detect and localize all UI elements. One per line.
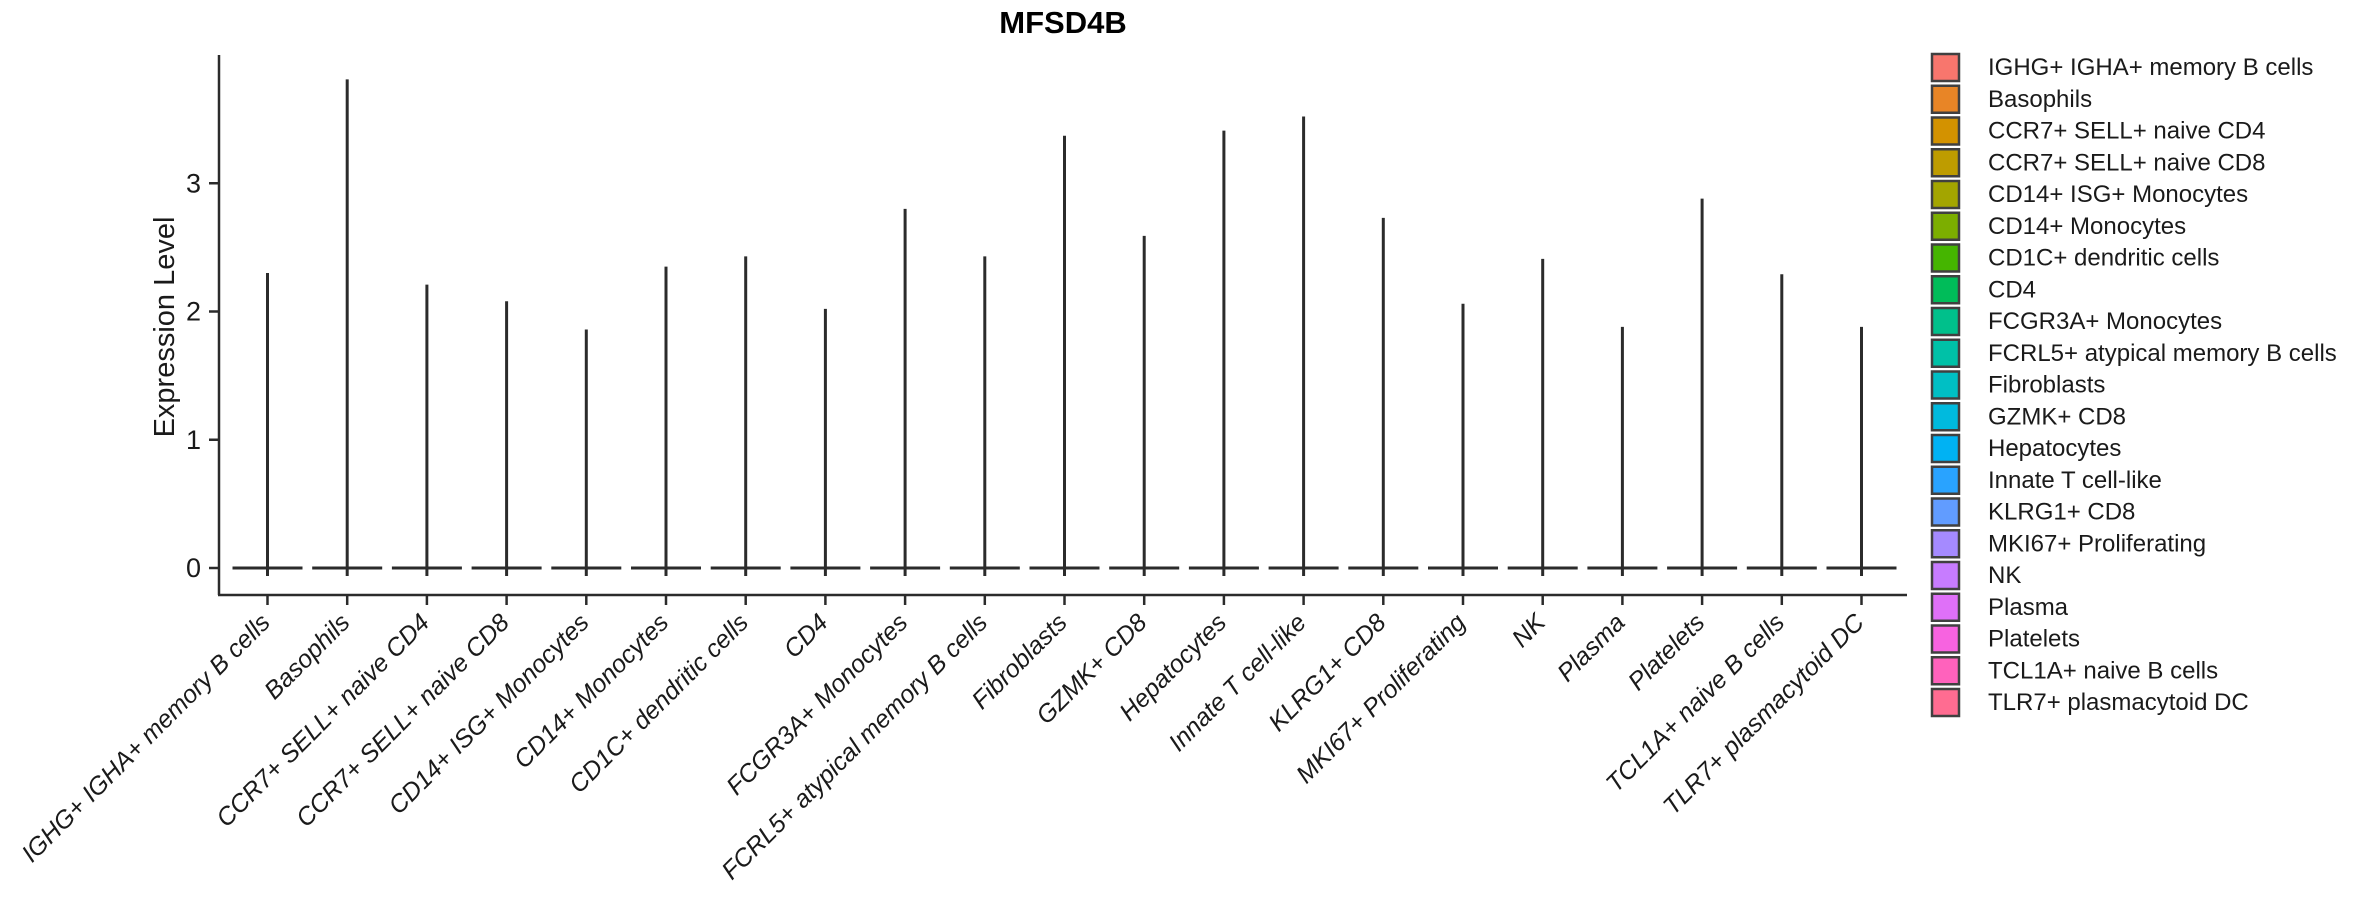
legend-swatch — [1930, 687, 1961, 718]
legend-swatch — [1930, 433, 1961, 464]
legend-swatch — [1930, 211, 1961, 241]
x-tick-label: CD4 — [778, 608, 833, 663]
legend-label: MKI67+ Proliferating — [1988, 530, 2206, 557]
legend-swatch — [1930, 243, 1961, 273]
legend-swatch — [1930, 592, 1961, 622]
violin-base — [1428, 566, 1498, 570]
legend-swatch — [1930, 148, 1961, 178]
y-tick-label: 1 — [186, 425, 201, 455]
violin-base — [1826, 566, 1897, 570]
legend-swatch — [1930, 465, 1961, 495]
legend-label: CD14+ Monocytes — [1988, 213, 2186, 240]
y-tick-label: 2 — [186, 297, 201, 327]
legend-label: FCRL5+ atypical memory B cells — [1988, 340, 2337, 367]
legend-swatch — [1930, 306, 1961, 337]
violin-base — [1188, 566, 1259, 570]
violin-base — [1029, 566, 1100, 570]
legend-swatch — [1930, 497, 1961, 527]
legend-swatch — [1930, 624, 1961, 654]
legend-label: IGHG+ IGHA+ memory B cells — [1988, 54, 2313, 81]
legend-label: CD1C+ dendritic cells — [1988, 245, 2219, 272]
violin-base — [1507, 566, 1578, 570]
chart-title: MFSD4B — [999, 5, 1127, 40]
legend-swatch — [1930, 84, 1961, 114]
violin-base — [1109, 566, 1180, 570]
violin-base — [471, 566, 542, 570]
legend-label: TLR7+ plasmacytoid DC — [1988, 689, 2249, 716]
violin-base — [870, 566, 941, 570]
violin-base — [710, 566, 781, 570]
legend-label: KLRG1+ CD8 — [1988, 499, 2135, 526]
legend-label: CCR7+ SELL+ naive CD8 — [1988, 149, 2265, 176]
violin-base — [312, 566, 383, 570]
y-tick-label: 3 — [186, 168, 201, 198]
violin-base — [1667, 566, 1738, 570]
violin-base — [1348, 566, 1419, 570]
y-axis-label: Expression Level — [149, 216, 181, 438]
legend-swatch — [1930, 402, 1961, 432]
x-tick-label: Plasma — [1552, 608, 1631, 687]
legend-label: Innate T cell-like — [1988, 467, 2162, 494]
legend-swatch — [1930, 529, 1961, 559]
y-tick-label: 0 — [186, 553, 201, 583]
violin-base — [631, 566, 701, 570]
violin-base — [391, 566, 462, 570]
violin-base — [1268, 566, 1339, 570]
legend-label: CD4 — [1988, 276, 2036, 303]
x-tick-label: NK — [1507, 608, 1552, 653]
legend-swatch — [1930, 116, 1961, 146]
legend-swatch — [1930, 275, 1961, 305]
violin-base — [232, 566, 303, 570]
legend-label: CD14+ ISG+ Monocytes — [1988, 181, 2248, 208]
legend-swatch — [1930, 370, 1961, 400]
legend-label: Plasma — [1988, 594, 2069, 621]
violin-base — [551, 566, 622, 570]
legend-label: NK — [1988, 562, 2021, 589]
legend-swatch — [1930, 656, 1961, 686]
x-tick-label: IGHG+ IGHA+ memory B cells — [16, 608, 275, 867]
legend-swatch — [1930, 179, 1961, 210]
legend-swatch — [1930, 338, 1961, 368]
violin-base — [949, 566, 1020, 570]
x-tick-label: CD14+ Monocytes — [509, 608, 675, 774]
legend-label: CCR7+ SELL+ naive CD4 — [1988, 118, 2265, 145]
violin-base — [1746, 566, 1817, 570]
legend-label: FCGR3A+ Monocytes — [1988, 308, 2222, 335]
legend-label: Platelets — [1988, 626, 2080, 653]
legend-label: TCL1A+ naive B cells — [1988, 657, 2218, 684]
legend-swatch — [1930, 52, 1961, 83]
legend-label: Fibroblasts — [1988, 372, 2105, 399]
legend-swatch — [1930, 560, 1961, 591]
legend-label: Hepatocytes — [1988, 435, 2121, 462]
legend-label: GZMK+ CD8 — [1988, 403, 2126, 430]
legend-label: Basophils — [1988, 86, 2092, 113]
violin-base — [1587, 566, 1658, 570]
violin-base — [790, 566, 861, 570]
x-tick-label: Innate T cell-like — [1163, 608, 1312, 757]
